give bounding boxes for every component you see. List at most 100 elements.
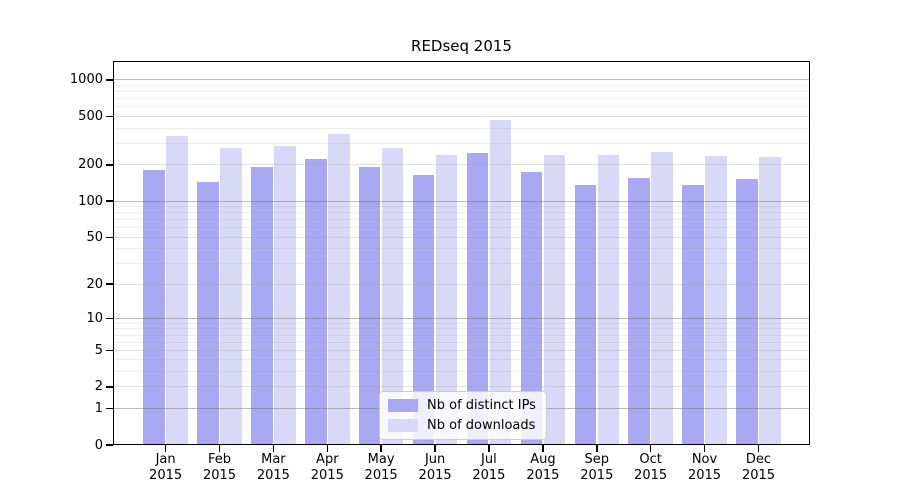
gridline <box>113 371 810 373</box>
y-tick-mark <box>106 79 113 81</box>
chart-title: REDseq 2015 <box>411 37 512 55</box>
bar-downloads <box>274 145 296 445</box>
gridline <box>113 227 810 229</box>
x-tick-label: Sep 2015 <box>580 452 614 483</box>
y-tick-label: 500 <box>78 109 103 124</box>
bar-downloads <box>651 151 673 445</box>
bar-distinct-ips <box>358 167 381 445</box>
gridline <box>113 263 810 264</box>
x-tick-mark <box>596 445 598 452</box>
gridline <box>113 349 810 351</box>
y-tick-label: 2 <box>94 379 103 395</box>
gridline <box>113 317 810 319</box>
bar-distinct-ips <box>736 179 758 445</box>
x-tick-label: Aug 2015 <box>526 452 560 483</box>
y-tick-mark <box>106 349 113 352</box>
gridline <box>113 127 810 129</box>
gridline <box>113 328 810 330</box>
legend-row-distinct-ips: Nb of distinct IPs <box>388 398 536 413</box>
y-tick-mark <box>106 115 113 118</box>
gridline <box>113 98 810 100</box>
gridline <box>113 359 810 361</box>
gridline <box>113 341 810 343</box>
x-tick-label: Mar 2015 <box>256 452 290 483</box>
bar-distinct-ips <box>251 166 273 445</box>
y-tick-mark <box>106 407 113 410</box>
x-tick-label: Dec 2015 <box>741 452 776 483</box>
legend-swatch-downloads-icon <box>388 419 418 432</box>
x-tick-mark <box>757 445 760 452</box>
gridline <box>113 200 810 202</box>
bar-downloads <box>543 155 566 445</box>
bar-downloads <box>220 148 242 445</box>
x-tick-label: Jun 2015 <box>418 452 452 483</box>
bar-downloads <box>328 134 350 445</box>
gridline <box>113 322 810 324</box>
bar-distinct-ips <box>412 175 435 445</box>
x-tick-mark <box>703 445 706 452</box>
gridline <box>113 79 810 81</box>
x-tick-label: May 2015 <box>364 452 398 483</box>
x-tick-mark <box>164 445 167 452</box>
gridline <box>113 236 810 238</box>
gridline <box>113 164 810 166</box>
x-tick-mark <box>218 445 221 452</box>
x-tick-mark <box>488 445 490 452</box>
y-tick-label: 1 <box>94 400 103 416</box>
x-tick-mark <box>542 445 544 452</box>
x-tick-label: Feb 2015 <box>202 452 237 483</box>
gridline <box>113 283 810 285</box>
bar-downloads <box>166 136 188 445</box>
bar-distinct-ips <box>574 185 596 445</box>
x-tick-label: Apr 2015 <box>310 452 344 483</box>
bar-distinct-ips <box>197 181 219 445</box>
legend: Nb of distinct IPs Nb of downloads <box>379 391 547 440</box>
y-tick-label: 100 <box>78 193 103 209</box>
gridline <box>113 334 810 336</box>
gridline <box>113 142 810 144</box>
y-tick-mark <box>106 444 113 446</box>
gridline <box>113 212 810 214</box>
x-tick-label: Nov 2015 <box>687 452 722 483</box>
gridline <box>113 219 810 221</box>
bar-distinct-ips <box>520 172 543 445</box>
x-tick-label: Jul 2015 <box>472 452 506 483</box>
bar-distinct-ips <box>466 153 489 445</box>
x-tick-mark <box>649 445 652 452</box>
y-tick-mark <box>106 317 113 319</box>
gridline <box>113 206 810 208</box>
gridline <box>113 248 810 250</box>
bar-downloads <box>705 156 727 445</box>
y-tick-label: 5 <box>94 342 103 358</box>
y-tick-mark <box>106 236 113 238</box>
y-tick-mark <box>106 283 113 285</box>
y-tick-label: 20 <box>86 276 103 292</box>
plot-area <box>113 61 810 445</box>
x-tick-mark <box>272 445 275 452</box>
x-tick-label: Jan 2015 <box>149 452 183 483</box>
gridline <box>113 84 810 86</box>
x-tick-mark <box>380 445 382 452</box>
bar-distinct-ips <box>305 159 327 445</box>
gridline <box>113 386 810 388</box>
y-tick-label: 0 <box>94 437 103 453</box>
gridline <box>113 106 810 108</box>
x-tick-mark <box>434 445 436 452</box>
gridline <box>113 91 810 93</box>
bar-distinct-ips <box>682 185 704 445</box>
x-tick-mark <box>326 445 328 452</box>
y-tick-mark <box>106 164 113 166</box>
bar-distinct-ips <box>628 177 650 445</box>
legend-row-downloads: Nb of downloads <box>388 418 536 433</box>
y-tick-label: 50 <box>86 229 103 245</box>
y-tick-label: 1000 <box>69 72 103 88</box>
legend-label-downloads: Nb of downloads <box>427 418 536 433</box>
legend-label-distinct-ips: Nb of distinct IPs <box>427 398 536 413</box>
bar-downloads <box>759 156 781 445</box>
y-tick-label: 200 <box>78 157 103 173</box>
bar-downloads <box>435 154 458 445</box>
bar-distinct-ips <box>143 170 165 445</box>
bar-downloads <box>597 155 619 445</box>
gridline <box>113 116 810 117</box>
